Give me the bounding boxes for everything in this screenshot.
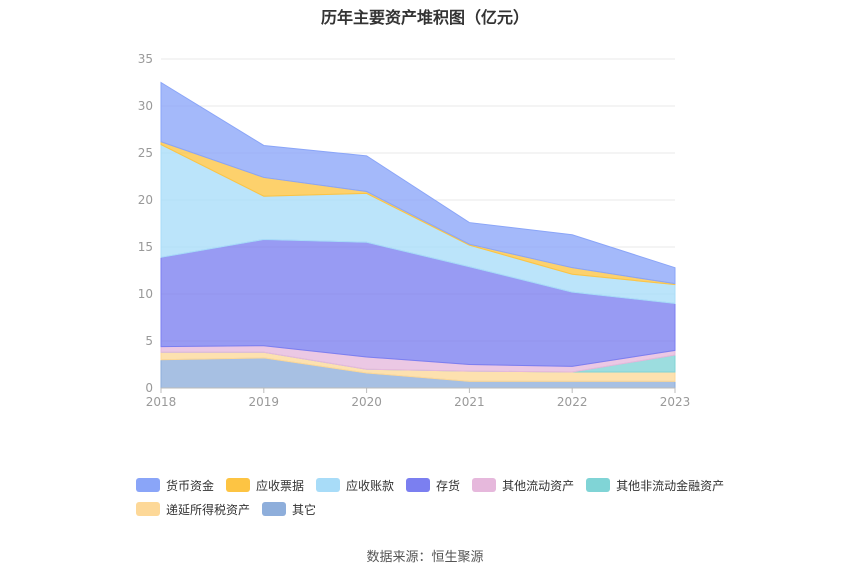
legend-label: 应收票据 [256, 478, 305, 493]
legend-swatch [262, 502, 287, 516]
legend-label: 其他非流动金融资产 [616, 478, 725, 493]
legend-label: 其他流动资产 [502, 478, 575, 493]
legend-item-other[interactable]: 其它 [262, 497, 316, 521]
legend-swatch [226, 478, 251, 492]
chart-legend: 货币资金 应收票据 应收账款 存货 其他流动资产 其他非流动金融资产 递延所得税… [136, 473, 756, 521]
y-tick-label: 15 [138, 240, 153, 254]
legend-label: 递延所得税资产 [166, 502, 251, 517]
x-tick-label: 2020 [351, 395, 382, 409]
data-source: 数据来源：恒生聚源 [366, 550, 484, 565]
y-tick-label: 5 [145, 334, 153, 348]
x-tick-label: 2019 [249, 395, 280, 409]
legend-label: 存货 [436, 478, 461, 493]
legend-swatch [316, 478, 341, 492]
legend-swatch [472, 478, 497, 492]
x-tick-label: 2018 [146, 395, 177, 409]
legend-swatch [586, 478, 611, 492]
legend-item-deferred-tax-assets[interactable]: 递延所得税资产 [136, 497, 250, 521]
x-tick-label: 2021 [454, 395, 485, 409]
y-tick-label: 25 [138, 146, 153, 160]
legend-label: 货币资金 [166, 478, 215, 493]
x-tick-label: 2022 [557, 395, 588, 409]
legend-item-other-noncurrent-financial-assets[interactable]: 其他非流动金融资产 [586, 473, 724, 497]
y-tick-label: 35 [138, 52, 153, 66]
legend-swatch [136, 502, 160, 516]
legend-item-accounts-receivable[interactable]: 应收账款 [316, 473, 394, 497]
chart-title: 历年主要资产堆积图（亿元） [320, 8, 529, 27]
y-tick-label: 10 [138, 287, 153, 301]
area-series-货币资金 [160, 81, 676, 285]
legend-label: 其它 [292, 502, 317, 517]
legend-swatch [136, 478, 160, 492]
y-tick-label: 0 [145, 381, 153, 395]
legend-item-notes-receivable[interactable]: 应收票据 [226, 473, 304, 497]
legend-swatch [406, 478, 431, 492]
y-tick-label: 20 [138, 193, 153, 207]
legend-item-cash[interactable]: 货币资金 [136, 473, 214, 497]
legend-item-inventory[interactable]: 存货 [406, 473, 460, 497]
legend-item-other-current-assets[interactable]: 其他流动资产 [472, 473, 574, 497]
x-tick-label: 2023 [660, 395, 691, 409]
y-tick-label: 30 [138, 99, 153, 113]
legend-label: 应收账款 [346, 478, 395, 493]
